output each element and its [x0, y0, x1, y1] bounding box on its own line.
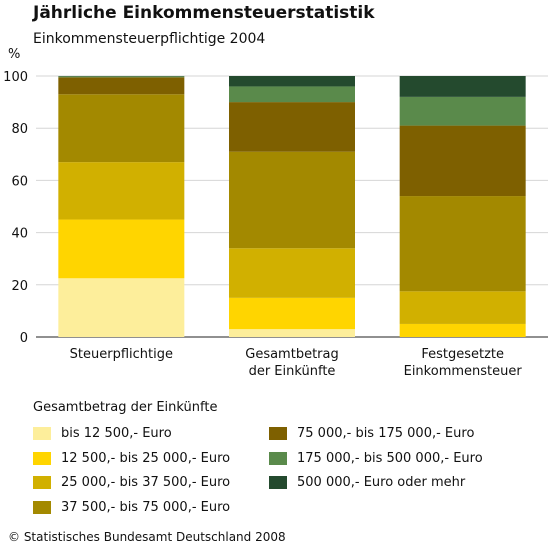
legend-label: 37 500,- bis 75 000,- Euro — [61, 499, 231, 515]
bar-segment-1-3 — [229, 151, 355, 249]
legend-item: bis 12 500,- Euro — [33, 425, 172, 441]
y-tick-label-60: 60 — [11, 174, 28, 189]
bar-segment-0-1 — [58, 219, 185, 279]
legend-label: 175 000,- bis 500 000,- Euro — [297, 450, 483, 466]
stacked-bar-chart: % 0 20 40 60 80 100 Steuerpflichtige Gesamtbetra… — [3, 47, 548, 379]
bar-segment-0-3 — [58, 94, 185, 163]
bar-segment-0-0 — [58, 278, 185, 337]
legend-swatch — [269, 426, 287, 440]
bar-segment-0-2 — [58, 162, 185, 220]
legend-item: 37 500,- bis 75 000,- Euro — [33, 499, 230, 515]
legend-item: 75 000,- bis 175 000,- Euro — [269, 425, 474, 441]
bar-segment-1-5 — [229, 86, 355, 103]
y-axis-label: % — [8, 47, 20, 62]
y-tick-label-100: 100 — [3, 70, 28, 85]
bar-segment-2-2 — [399, 291, 526, 324]
legend-item: 175 000,- bis 500 000,- Euro — [269, 450, 483, 466]
legend-swatch — [269, 451, 287, 465]
legend-item: 25 000,- bis 37 500,- Euro — [33, 474, 230, 490]
legend-label: 75 000,- bis 175 000,- Euro — [297, 425, 475, 441]
bar-segment-2-6 — [399, 76, 526, 97]
bar-segment-1-1 — [229, 297, 355, 330]
bar-segment-0-4 — [58, 77, 185, 95]
bar-segment-1-6 — [229, 76, 355, 87]
y-tick-label-40: 40 — [11, 227, 28, 242]
y-tick-label-0: 0 — [20, 331, 28, 346]
bar-segment-2-1 — [399, 323, 526, 337]
legend-label: 500 000,- Euro oder mehr — [297, 474, 466, 490]
x-tick-label-0-0: Steuerpflichtige — [70, 347, 173, 362]
chart-title: Jährliche Einkommensteuerstatistik — [33, 3, 375, 23]
bar-segment-1-0 — [229, 329, 355, 337]
x-tick-label-2-1: Einkommensteuer — [404, 364, 523, 379]
x-tick-label-1-1: der Einkünfte — [249, 364, 336, 379]
legend-swatch — [269, 475, 287, 489]
legend-label: bis 12 500,- Euro — [61, 425, 172, 441]
bar-segment-2-5 — [399, 96, 526, 126]
legend-title: Gesamtbetrag der Einkünfte — [33, 400, 218, 415]
bar-segment-1-4 — [229, 102, 355, 152]
bar-segment-0-5 — [58, 76, 185, 78]
bar-segment-2-4 — [399, 125, 526, 197]
copyright-footer: © Statistisches Bundesamt Deutschland 20… — [8, 530, 286, 544]
legend-swatch — [33, 475, 51, 489]
legend-item: 12 500,- bis 25 000,- Euro — [33, 450, 230, 466]
legend-label: 25 000,- bis 37 500,- Euro — [61, 474, 231, 490]
legend-swatch — [33, 426, 51, 440]
bar-segment-2-3 — [399, 196, 526, 292]
chart-subtitle: Einkommensteuerpflichtige 2004 — [33, 31, 266, 47]
x-tick-label-1-0: Gesamtbetrag — [245, 347, 338, 362]
legend-swatch — [33, 500, 51, 514]
legend-swatch — [33, 451, 51, 465]
legend-label: 12 500,- bis 25 000,- Euro — [61, 450, 231, 466]
y-tick-label-80: 80 — [11, 122, 28, 137]
x-tick-label-2-0: Festgesetzte — [421, 347, 504, 362]
y-tick-label-20: 20 — [11, 279, 28, 294]
bar-segment-1-2 — [229, 248, 355, 298]
legend-item: 500 000,- Euro oder mehr — [269, 474, 465, 490]
